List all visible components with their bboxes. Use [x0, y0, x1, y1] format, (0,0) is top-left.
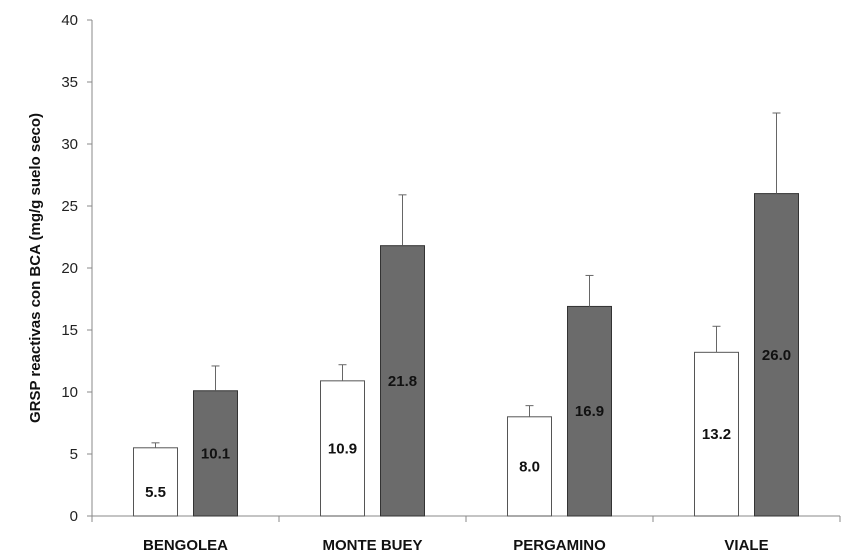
bar	[320, 380, 365, 517]
y-tick-label: 5	[70, 446, 78, 463]
data-label: 13.2	[702, 426, 731, 443]
data-label: 21.8	[388, 373, 417, 390]
bar	[754, 193, 799, 517]
bar	[567, 305, 612, 517]
y-tick-label: 25	[61, 198, 78, 215]
x-category-label: BENGOLEA	[143, 537, 228, 554]
x-category-label: MONTE BUEY	[322, 537, 422, 554]
bars	[133, 112, 799, 517]
data-label: 5.5	[145, 484, 166, 501]
y-tick-label: 40	[61, 12, 78, 29]
x-category-label: VIALE	[724, 537, 768, 554]
y-axis-title: GRSP reactivas con BCA (mg/g suelo seco)	[27, 113, 44, 423]
axes: 0 5 10 15 20 25 30 35 40 BENGOLEA MONTE BUEY PERGAM…	[61, 12, 841, 554]
data-label: 10.1	[201, 445, 230, 462]
y-tick-label: 35	[61, 74, 78, 91]
data-label: 16.9	[575, 403, 604, 420]
bar	[133, 447, 178, 517]
data-label: 8.0	[519, 458, 540, 475]
y-tick-label: 0	[70, 508, 78, 525]
y-tick-label: 15	[61, 322, 78, 339]
data-label: 10.9	[328, 440, 357, 457]
labels: 5.5 10.1 10.9 21.8 8.0 16.9 13.2 26.0	[145, 347, 791, 501]
y-tick-label: 10	[61, 384, 78, 401]
bar	[380, 245, 425, 517]
y-tick-label: 30	[61, 136, 78, 153]
y-tick-label: 20	[61, 260, 78, 277]
x-category-label: PERGAMINO	[513, 537, 606, 554]
data-label: 26.0	[762, 347, 791, 364]
bar	[507, 416, 552, 517]
